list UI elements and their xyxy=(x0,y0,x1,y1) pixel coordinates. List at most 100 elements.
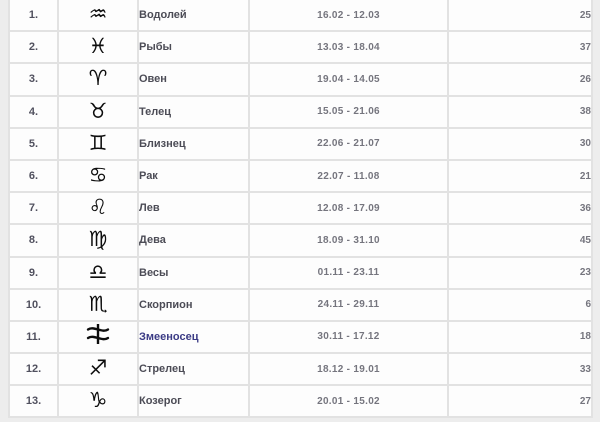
value-cell: 30 xyxy=(449,128,591,159)
zodiac-name: Стрелец xyxy=(139,363,185,376)
aquarius-icon: ♒ xyxy=(88,2,108,27)
icon-cell: ♎ xyxy=(59,257,137,288)
scorpio-icon: ♏ xyxy=(88,291,108,316)
value-cell: 21 xyxy=(449,160,591,192)
name-cell: Дева xyxy=(139,225,248,256)
name-cell: Весы xyxy=(139,257,248,288)
date-range-cell: 16.02 - 12.03 xyxy=(250,0,447,31)
date-range-cell: 30.11 - 17.12 xyxy=(250,321,447,353)
zodiac-name: Рыбы xyxy=(139,41,172,54)
zodiac-name: Телец xyxy=(139,105,172,118)
row-number-cell: 4. xyxy=(10,96,57,127)
icon-cell: ♉ xyxy=(59,96,137,127)
zodiac-name: Дева xyxy=(139,234,166,247)
table-row: 5. ♊ Близнец 22.06 - 21.07 30 xyxy=(10,128,591,159)
icon-cell: ♓ xyxy=(59,32,137,63)
date-range-cell: 13.03 - 18.04 xyxy=(250,32,447,63)
name-cell: Лев xyxy=(139,193,248,224)
table-row: 4. ♉ Телец 15.05 - 21.06 38 xyxy=(10,96,591,127)
value-cell: 25 xyxy=(449,0,591,31)
icon-cell: ♋ xyxy=(59,160,137,192)
libra-icon: ♎ xyxy=(88,259,108,284)
zodiac-name: Лев xyxy=(139,202,160,215)
name-cell: Телец xyxy=(139,96,248,127)
row-number-cell: 8. xyxy=(10,225,57,256)
value-cell: 45 xyxy=(449,225,591,256)
table-row: 7. ♌ Лев 12.08 - 17.09 36 xyxy=(10,193,591,224)
sagittarius-icon: ♐ xyxy=(88,356,108,381)
zodiac-name: Овен xyxy=(139,73,167,86)
date-range-cell: 01.11 - 23.11 xyxy=(250,257,447,288)
icon-cell xyxy=(59,321,137,353)
name-cell: Овен xyxy=(139,64,248,95)
table-row: 3. ♈ Овен 19.04 - 14.05 26 xyxy=(10,64,591,95)
value-cell: 6 xyxy=(449,289,591,320)
name-cell: Рыбы xyxy=(139,32,248,63)
name-cell: Козерог xyxy=(139,386,248,417)
zodiac-name-link[interactable]: Змееносец xyxy=(139,330,199,343)
value-cell: 26 xyxy=(449,64,591,95)
leo-icon: ♌ xyxy=(88,195,108,220)
date-range-cell: 22.07 - 11.08 xyxy=(250,160,447,192)
row-number-cell: 10. xyxy=(10,289,57,320)
table-row: 10. ♏ Скорпион 24.11 - 29.11 6 xyxy=(10,289,591,320)
taurus-icon: ♉ xyxy=(88,98,108,123)
table-row: 8. ♍ Дева 18.09 - 31.10 45 xyxy=(10,225,591,256)
table-row: 9. ♎ Весы 01.11 - 23.11 23 xyxy=(10,257,591,288)
icon-cell: ♌ xyxy=(59,193,137,224)
name-cell: Водолей xyxy=(139,0,248,31)
icon-cell: ♏ xyxy=(59,289,137,320)
table-row: 11. Змееносец 30.11 - 17.12 18 xyxy=(10,321,591,353)
table-row: 2. ♓ Рыбы 13.03 - 18.04 37 xyxy=(10,32,591,63)
row-number-cell: 1. xyxy=(10,0,57,31)
date-range-cell: 22.06 - 21.07 xyxy=(250,128,447,159)
zodiac-name: Водолей xyxy=(139,9,187,22)
table-row: 1. ♒ Водолей 16.02 - 12.03 25 xyxy=(10,0,591,31)
table-row: 12. ♐ Стрелец 18.12 - 19.01 33 xyxy=(10,354,591,385)
pisces-icon: ♓ xyxy=(88,34,108,59)
value-cell: 36 xyxy=(449,193,591,224)
value-cell: 37 xyxy=(449,32,591,63)
zodiac-table-body: 1. ♒ Водолей 16.02 - 12.03 25 2. ♓ Рыбы 13.03 - … xyxy=(10,0,591,417)
row-number-cell: 13. xyxy=(10,386,57,417)
zodiac-table: 1. ♒ Водолей 16.02 - 12.03 25 2. ♓ Рыбы 13.03 - … xyxy=(8,0,593,419)
icon-cell: ♊ xyxy=(59,128,137,159)
row-number-cell: 6. xyxy=(10,160,57,192)
name-cell: Змееносец xyxy=(139,321,248,353)
gemini-icon: ♊ xyxy=(88,130,108,155)
icon-cell: ♈ xyxy=(59,64,137,95)
ophiuchus-icon xyxy=(86,323,110,345)
cancer-icon: ♋ xyxy=(88,163,108,188)
value-cell: 38 xyxy=(449,96,591,127)
aries-icon: ♈ xyxy=(88,66,108,91)
date-range-cell: 20.01 - 15.02 xyxy=(250,386,447,417)
zodiac-name: Близнец xyxy=(139,137,186,150)
date-range-cell: 19.04 - 14.05 xyxy=(250,64,447,95)
row-number-cell: 3. xyxy=(10,64,57,95)
value-cell: 27 xyxy=(449,386,591,417)
row-number-cell: 12. xyxy=(10,354,57,385)
row-number-cell: 5. xyxy=(10,128,57,159)
value-cell: 33 xyxy=(449,354,591,385)
date-range-cell: 18.12 - 19.01 xyxy=(250,354,447,385)
icon-cell: ♒ xyxy=(59,0,137,31)
name-cell: Рак xyxy=(139,160,248,192)
row-number-cell: 7. xyxy=(10,193,57,224)
table-row: 6. ♋ Рак 22.07 - 11.08 21 xyxy=(10,160,591,192)
date-range-cell: 15.05 - 21.06 xyxy=(250,96,447,127)
value-cell: 18 xyxy=(449,321,591,353)
zodiac-name: Рак xyxy=(139,170,158,183)
zodiac-name: Скорпион xyxy=(139,298,193,311)
date-range-cell: 24.11 - 29.11 xyxy=(250,289,447,320)
virgo-icon: ♍ xyxy=(88,227,108,252)
zodiac-name: Весы xyxy=(139,266,169,279)
date-range-cell: 12.08 - 17.09 xyxy=(250,193,447,224)
name-cell: Стрелец xyxy=(139,354,248,385)
icon-cell: ♐ xyxy=(59,354,137,385)
zodiac-name: Козерог xyxy=(139,395,182,408)
row-number-cell: 9. xyxy=(10,257,57,288)
icon-cell: ♑ xyxy=(59,386,137,417)
row-number-cell: 2. xyxy=(10,32,57,63)
name-cell: Близнец xyxy=(139,128,248,159)
